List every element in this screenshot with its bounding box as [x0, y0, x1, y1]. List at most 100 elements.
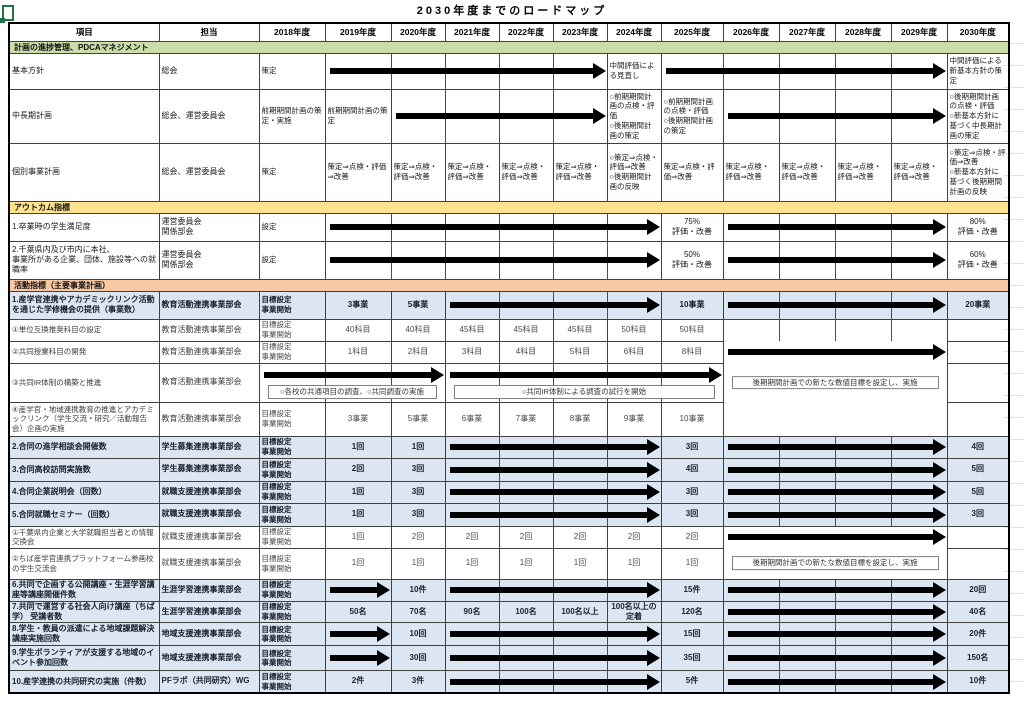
year-cell[interactable]: 設定 — [258, 240, 326, 280]
year-cell[interactable]: 10事業 — [660, 290, 724, 320]
year-cell[interactable]: 90名 — [444, 600, 500, 624]
item-cell[interactable]: 中長期計画 — [8, 88, 160, 144]
year-cell[interactable]: 目標設定 事業開始 — [258, 622, 326, 647]
year-cell[interactable] — [324, 645, 392, 672]
owner-cell[interactable]: 就職支援連携事業部会 — [158, 502, 260, 527]
owner-cell[interactable]: 就職支援連携事業部会 — [158, 547, 260, 580]
year-cell[interactable] — [660, 52, 948, 90]
item-cell[interactable]: ④産学官・地域連携教育の推進とアカデミックリンク（学生交流・研究／活動報告会）企… — [8, 401, 160, 437]
year-cell[interactable]: 80% 評価・改善 — [946, 212, 1010, 242]
year-cell[interactable] — [722, 457, 948, 482]
owner-cell[interactable]: 総会、運営委員会 — [158, 88, 260, 144]
year-cell[interactable]: 目標設定 事業開始 — [258, 340, 326, 364]
year-cell[interactable]: 6科目 — [606, 340, 662, 364]
year-cell[interactable]: 2回 — [498, 525, 554, 549]
year-cell[interactable]: 120名 — [660, 600, 724, 624]
year-cell[interactable]: 10回 — [390, 622, 446, 647]
year-cell[interactable]: 8科目 — [660, 340, 724, 364]
item-cell[interactable]: 9.学生ボランティアが支援する地域のイベント参加回数 — [8, 645, 160, 672]
year-cell[interactable]: 6事業 — [444, 401, 500, 437]
year-cell[interactable]: 3回 — [390, 457, 446, 482]
year-cell[interactable]: 中間評価による見直し — [606, 52, 662, 90]
year-cell[interactable]: 策定 — [258, 142, 326, 202]
year-cell[interactable]: 1回 — [606, 547, 662, 580]
item-cell[interactable]: 1.産学官連携やアカデミックリンク活動を通じた学修機会の提供（事業数） — [8, 290, 160, 320]
year-cell[interactable]: 目標設定 事業開始 — [258, 600, 326, 624]
year-cell[interactable]: 2科目 — [390, 340, 446, 364]
year-cell[interactable]: 3件 — [390, 670, 446, 694]
year-cell[interactable] — [324, 578, 392, 602]
owner-cell[interactable]: 教育活動連携事業部会 — [158, 362, 260, 403]
year-cell[interactable]: 目標設定 事業開始 — [258, 645, 326, 672]
owner-cell[interactable]: 教育活動連携事業部会 — [158, 318, 260, 342]
year-cell[interactable]: 目標設定 事業開始 — [258, 457, 326, 482]
year-cell[interactable]: 策定⇒点検・評価⇒改善 — [660, 142, 724, 202]
year-cell[interactable]: 2回 — [444, 525, 500, 549]
year-cell[interactable]: 15件 — [660, 578, 724, 602]
year-cell[interactable] — [722, 480, 948, 504]
year-cell[interactable]: 3回 — [660, 435, 724, 459]
item-cell[interactable]: ②ちば産学官連携プラットフォーム参画校の学生交流会 — [8, 547, 160, 580]
year-cell[interactable]: 3回 — [946, 502, 1010, 527]
year-cell[interactable]: ○共同IR体制による調査の試行を開始 — [444, 362, 724, 403]
item-cell[interactable]: 8.学生・教員の派遣による地域課題解決講座実施回数 — [8, 622, 160, 647]
year-cell[interactable]: 45科目 — [498, 318, 554, 342]
year-cell[interactable]: 35回 — [660, 645, 724, 672]
year-cell[interactable]: 15回 — [660, 622, 724, 647]
year-cell[interactable] — [722, 525, 948, 548]
year-cell[interactable] — [722, 622, 948, 647]
year-cell[interactable]: 3科目 — [444, 340, 500, 364]
year-cell[interactable]: 30回 — [390, 645, 446, 672]
year-cell[interactable]: 前期期間計画の策定 — [324, 88, 392, 144]
year-cell[interactable] — [444, 457, 662, 482]
year-cell[interactable]: 4回 — [946, 435, 1010, 459]
year-cell[interactable] — [722, 318, 948, 341]
item-cell[interactable]: 5.合同就職セミナー（回数） — [8, 502, 160, 527]
year-cell[interactable]: 3事業 — [324, 401, 392, 437]
year-cell[interactable]: 4科目 — [498, 340, 554, 364]
year-cell[interactable]: 後期期間計画での新たな数値目標を設定し、実施 — [722, 363, 948, 402]
year-cell[interactable]: 45科目 — [552, 318, 608, 342]
year-cell[interactable]: 策定⇒点検・評価⇒改善 — [722, 142, 780, 202]
year-cell[interactable] — [946, 401, 1010, 437]
year-cell[interactable]: 9事業 — [606, 401, 662, 437]
year-cell[interactable]: 目標設定 事業開始 — [258, 547, 326, 580]
year-cell[interactable] — [444, 670, 662, 694]
year-cell[interactable]: 策定⇒点検・評価⇒改善 — [324, 142, 392, 202]
year-cell[interactable]: 100名 — [498, 600, 554, 624]
year-cell[interactable] — [946, 340, 1010, 364]
year-cell[interactable]: 1回 — [324, 480, 392, 504]
year-cell[interactable]: 中間評価による新基本方針の策定 — [946, 52, 1010, 90]
year-cell[interactable]: 目標設定 事業開始 — [258, 290, 326, 320]
year-cell[interactable] — [946, 318, 1010, 342]
item-cell[interactable]: 2.合同の進学相談会開催数 — [8, 435, 160, 459]
year-cell[interactable] — [722, 645, 948, 672]
year-cell[interactable]: 策定⇒点検・評価⇒改善 — [778, 142, 836, 202]
year-cell[interactable] — [722, 600, 948, 624]
year-cell[interactable]: 前期期間計画の策定・実施 — [258, 88, 326, 144]
owner-cell[interactable]: 学生募集連携事業部会 — [158, 435, 260, 459]
year-cell[interactable]: 3回 — [390, 502, 446, 527]
year-cell[interactable]: 目標設定 事業開始 — [258, 525, 326, 549]
year-cell[interactable]: 3回 — [390, 480, 446, 504]
year-cell[interactable] — [324, 212, 662, 242]
year-cell[interactable]: 40科目 — [324, 318, 392, 342]
year-cell[interactable] — [324, 52, 608, 90]
year-cell[interactable]: 10件 — [946, 670, 1010, 694]
year-cell[interactable]: 1回 — [498, 547, 554, 580]
year-cell[interactable] — [444, 622, 662, 647]
year-cell[interactable]: 75% 評価・改善 — [660, 212, 724, 242]
year-cell[interactable]: 45科目 — [444, 318, 500, 342]
year-cell[interactable]: ○後期期間計画の点検・評価 ○新基本方針に基づく中長期計画の策定 — [946, 88, 1010, 144]
owner-cell[interactable]: 運営委員会 関係部会 — [158, 212, 260, 242]
year-cell[interactable]: 2件 — [324, 670, 392, 694]
year-cell[interactable]: 5事業 — [390, 290, 446, 320]
owner-cell[interactable]: 教育活動連携事業部会 — [158, 340, 260, 364]
year-cell[interactable] — [444, 578, 662, 602]
year-cell[interactable]: 2回 — [552, 525, 608, 549]
year-cell[interactable]: 策定⇒点検・評価⇒改善 — [444, 142, 500, 202]
item-cell[interactable]: 7.共同で運営する社会人向け講座（ちば学） 受講者数 — [8, 600, 160, 624]
year-cell[interactable] — [946, 547, 1010, 580]
year-cell[interactable]: 3回 — [660, 502, 724, 527]
year-cell[interactable]: 設定 — [258, 212, 326, 242]
